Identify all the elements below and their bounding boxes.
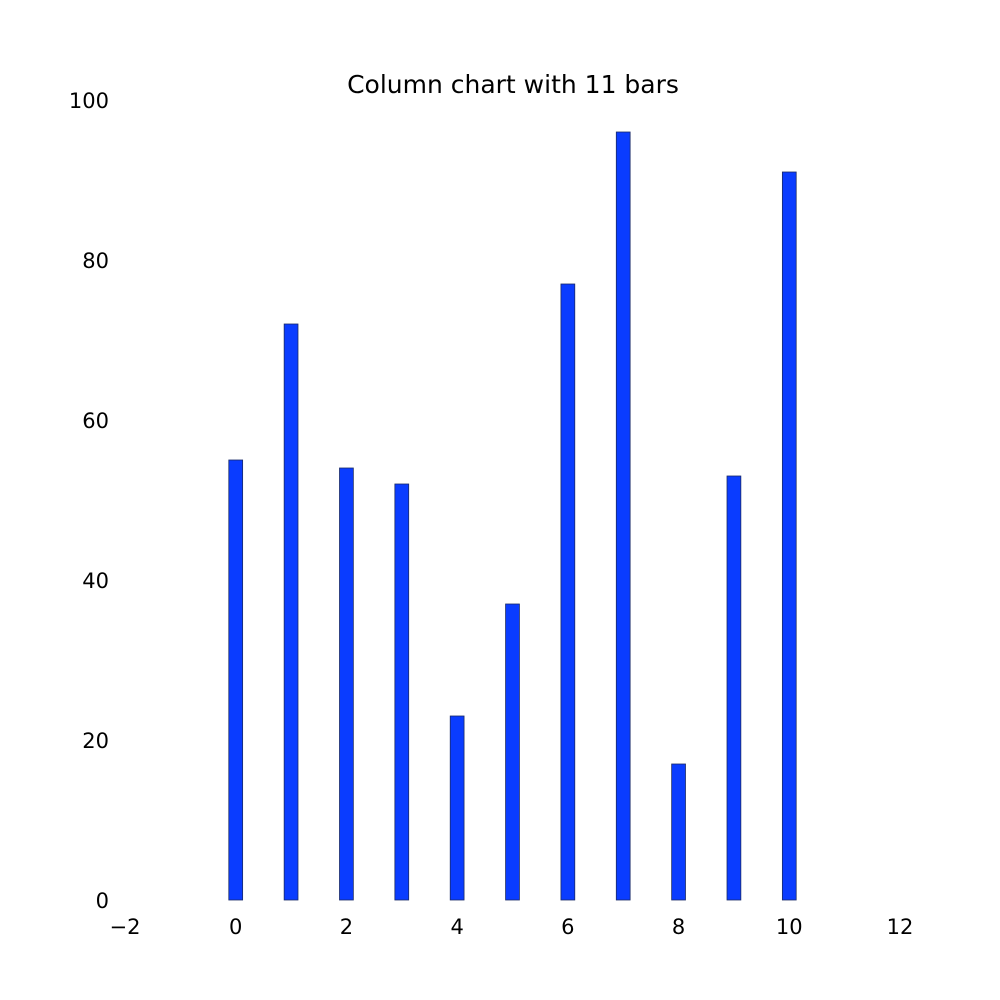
y-tick-label: 40 [82, 569, 109, 593]
bar-3 [394, 483, 410, 901]
bar-7 [615, 131, 631, 901]
y-tick-label: 20 [82, 729, 109, 753]
x-tick-label: 12 [887, 915, 914, 939]
x-tick-label: −2 [110, 915, 141, 939]
bar-2 [339, 467, 354, 901]
y-tick-label: 80 [82, 249, 109, 273]
bar-0 [228, 459, 244, 901]
y-tick-label: 100 [69, 89, 109, 113]
x-tick-label: 10 [776, 915, 803, 939]
x-tick-label: 4 [450, 915, 463, 939]
bar-10 [781, 171, 797, 901]
bar-1 [283, 323, 299, 901]
chart-title: Column chart with 11 bars [347, 70, 679, 99]
x-tick-label: 8 [672, 915, 685, 939]
bar-8 [671, 763, 686, 901]
y-tick-label: 0 [96, 889, 109, 913]
x-axis-ticks: −2 0 2 4 6 8 10 12 [110, 915, 914, 939]
bar-4 [449, 715, 465, 901]
bars-group [228, 131, 797, 901]
x-tick-label: 6 [561, 915, 574, 939]
x-tick-label: 2 [340, 915, 353, 939]
y-axis-ticks: 0 20 40 60 80 100 [69, 89, 109, 913]
bar-9 [726, 475, 742, 901]
x-tick-label: 0 [229, 915, 242, 939]
bar-6 [560, 283, 576, 901]
y-tick-label: 60 [82, 409, 109, 433]
bar-5 [505, 603, 520, 901]
